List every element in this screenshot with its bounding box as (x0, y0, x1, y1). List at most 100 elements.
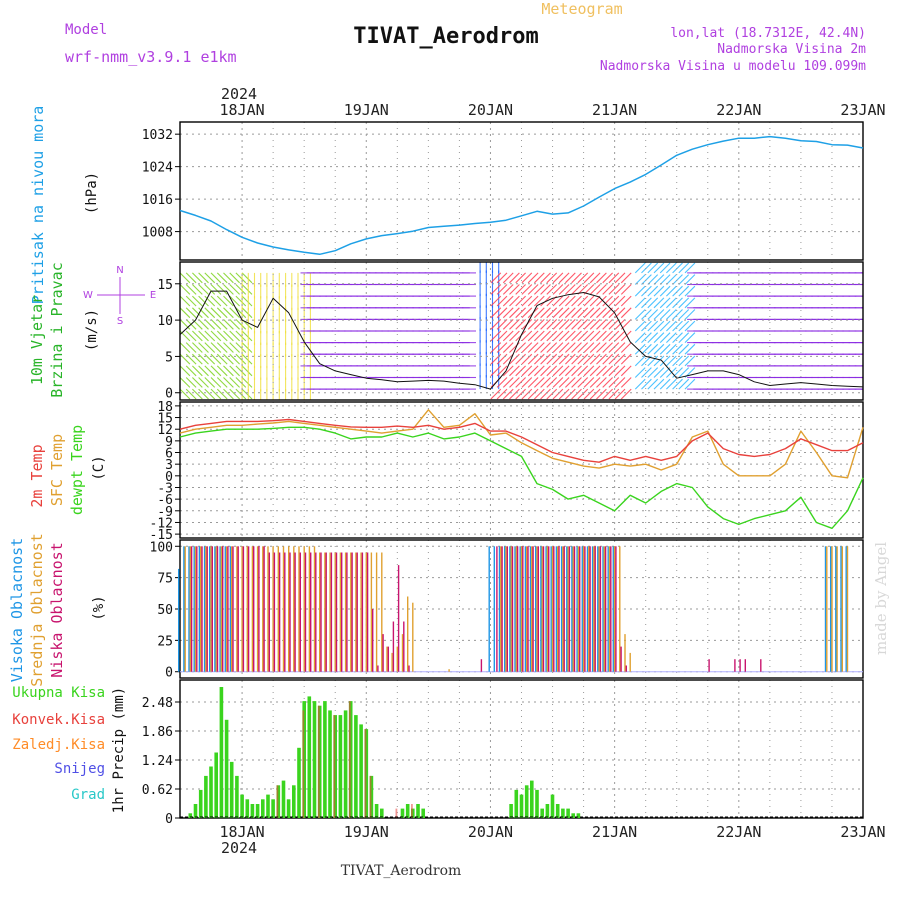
wind-barb (647, 320, 659, 332)
wind-barb (235, 330, 247, 342)
precip-total-bar (540, 808, 544, 818)
precip-total-bar (369, 775, 374, 818)
wind-barb (180, 307, 191, 319)
precip-total-bar (317, 705, 322, 818)
wind-barb (210, 353, 222, 365)
precip-ylabel: 1hr Precip (mm) (111, 687, 127, 813)
wind-barb (223, 365, 234, 377)
wind-barb (521, 353, 533, 365)
y-tick-label: -3 (157, 481, 173, 496)
wind-barb (515, 388, 526, 400)
wind-barb (223, 377, 234, 388)
wind-barb (678, 274, 690, 285)
wind-barb (185, 330, 197, 342)
wind-barb (546, 388, 558, 400)
wind-barb (521, 295, 533, 307)
wind-barb (634, 262, 646, 274)
wind-barb (565, 353, 576, 365)
precip-total-bar (343, 710, 348, 818)
wind-barb (204, 330, 216, 342)
wind-barb (527, 284, 539, 295)
wind-barb (210, 377, 222, 388)
wind-barb (571, 272, 582, 284)
wind-barb (602, 295, 613, 307)
temp-ylabel-2m: 2m Temp (28, 444, 46, 507)
wind-ylabel-2: Brzina i Pravac (48, 262, 66, 397)
wind-barb (210, 365, 222, 377)
wind-barb (614, 295, 626, 307)
wind-barb (552, 284, 564, 295)
wind-barb (558, 272, 570, 284)
wind-barb (496, 342, 508, 353)
legend-total-rain: Ukupna Kisa (12, 685, 105, 701)
wind-barb (490, 319, 502, 330)
panel-frame (179, 539, 864, 679)
wind-barb (589, 377, 601, 388)
wind-barb (589, 319, 601, 330)
wind-barb (583, 319, 595, 330)
wind-barb (666, 262, 677, 274)
wind-barb (540, 388, 551, 400)
wind-barb (614, 365, 626, 377)
y-tick-label: 1024 (142, 161, 173, 176)
wind-barb (684, 274, 696, 285)
precip-total-bar (214, 752, 218, 818)
wind-barb (647, 285, 659, 297)
wind-barb (620, 377, 632, 388)
precip-total-bar (307, 696, 312, 818)
wind-barb (577, 377, 589, 388)
wind-barb (546, 353, 558, 365)
wind-barb (565, 377, 576, 388)
wind-barb (192, 295, 203, 307)
panel-pressure-axes: 1008 1016 1024 1032 (142, 121, 864, 261)
wind-barb (198, 295, 209, 307)
wind-barb (602, 342, 613, 353)
y-tick-label: 0 (165, 470, 173, 485)
wind-barb (666, 274, 677, 285)
wind-barb (490, 307, 502, 319)
wind-barb (241, 353, 253, 365)
wind-barb (653, 343, 665, 355)
wind-barb (546, 319, 558, 330)
bottom-day-label: 19JAN (344, 823, 389, 841)
station-title: TIVAT_Aerodrom (353, 24, 538, 49)
y-tick-label: -6 (157, 493, 173, 508)
wind-barb (577, 307, 589, 319)
wind-barb (672, 378, 683, 390)
wind-barb (192, 307, 203, 319)
wind-barb (647, 378, 659, 390)
wind-barb (204, 388, 216, 400)
top-day-label: 21JAN (592, 101, 637, 119)
wind-barb (602, 319, 613, 330)
wind-barb (577, 295, 589, 307)
precip-total-bar (524, 785, 529, 818)
precip-total-bar (545, 804, 550, 818)
wind-barb (527, 377, 539, 388)
wind-barb (634, 332, 646, 343)
y-tick-label: 1008 (142, 226, 173, 241)
wind-barb (521, 330, 533, 342)
wind-barb (653, 262, 665, 274)
wind-barb (647, 355, 659, 367)
wind-barb (672, 309, 683, 320)
precip-total-bar (235, 775, 239, 818)
wind-barb (577, 319, 589, 330)
wind-speed-line (179, 290, 864, 390)
y-tick-label: 15 (157, 278, 173, 293)
bottom-day-label: 18JAN (220, 823, 265, 841)
wind-barb (614, 284, 626, 295)
wind-barb (647, 367, 659, 378)
wind-barb (608, 330, 620, 342)
wind-barb (216, 319, 228, 330)
wind-barb (558, 388, 570, 400)
wind-barb (647, 343, 659, 355)
precip-total-bar (566, 808, 570, 818)
wind-barb (659, 274, 671, 285)
precip-total-bar (240, 794, 244, 818)
wind-barb (684, 320, 696, 332)
wind-barb (641, 367, 652, 378)
wind-barb (180, 295, 191, 307)
y-tick-label: 2.48 (142, 696, 173, 711)
wind-barb (509, 377, 520, 388)
